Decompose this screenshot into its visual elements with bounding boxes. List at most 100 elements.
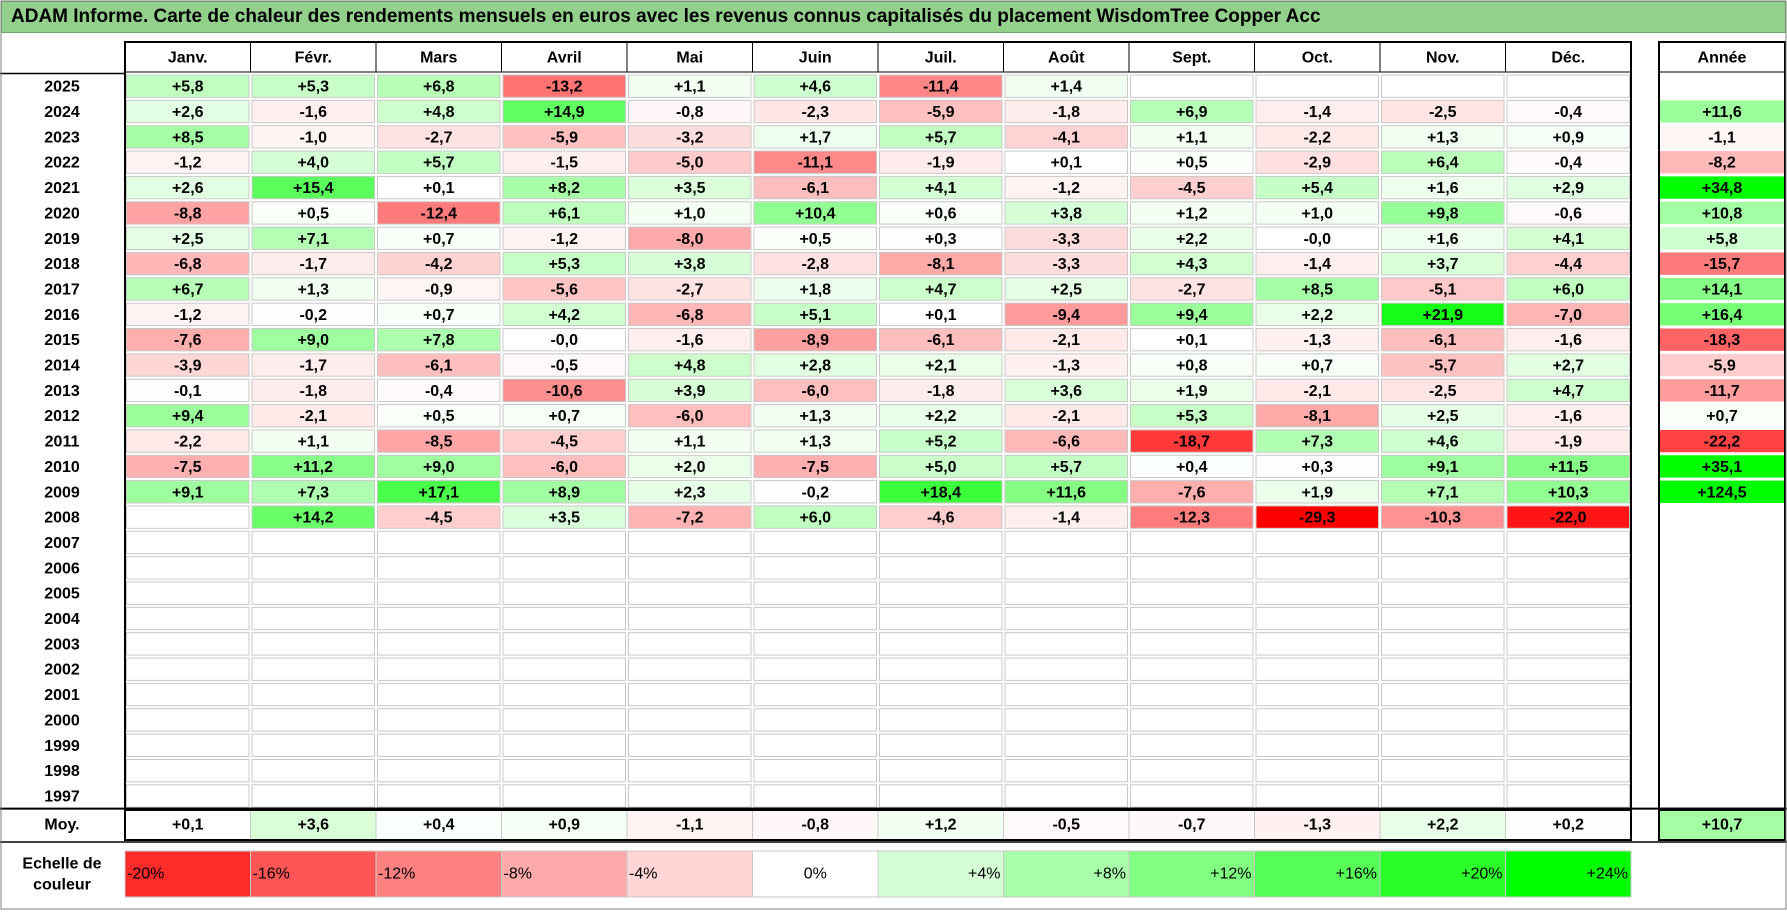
- heat-cell-value: -6,8: [174, 256, 202, 273]
- heat-cell: [502, 530, 626, 555]
- heat-cell-value: +8,5: [1301, 281, 1333, 298]
- heat-cell: [1004, 404, 1128, 428]
- heat-cell: [753, 175, 877, 200]
- heat-cell: [879, 99, 1003, 124]
- heat-cell: [879, 302, 1003, 326]
- heat-cell-value: -0,0: [550, 332, 578, 349]
- heat-cell: [377, 353, 501, 377]
- heat-cell: [502, 505, 626, 529]
- heat-cell: [1130, 429, 1254, 453]
- heat-cell: [126, 302, 250, 326]
- heat-cell: [628, 302, 752, 326]
- row-year-label: 2003: [44, 636, 80, 653]
- annual-cell: [1660, 176, 1784, 199]
- heat-cell-value: +9,0: [423, 459, 455, 476]
- heat-cell: [1381, 758, 1505, 783]
- heat-cell-value: -1,9: [927, 155, 955, 172]
- annual-cell: [1660, 607, 1784, 630]
- heat-cell: [1506, 784, 1630, 808]
- heat-cell-value: +1,1: [674, 79, 706, 96]
- heat-cell: [377, 150, 501, 174]
- row-year-label: 2013: [44, 383, 80, 400]
- row-year-label: 2025: [44, 79, 80, 96]
- average-cell-value: -1,1: [676, 817, 704, 834]
- heat-cell-value: -4,5: [1178, 180, 1206, 197]
- heat-cell: [1130, 378, 1254, 403]
- heat-cell-value: +9,1: [172, 484, 204, 501]
- annual-cell: [1660, 303, 1784, 326]
- heat-cell-value: +14,2: [293, 510, 334, 527]
- row-year-label: 2023: [44, 129, 80, 146]
- heat-cell: [1255, 201, 1379, 225]
- heat-cell-value: +0,7: [548, 408, 580, 425]
- annual-cell: [1660, 227, 1784, 250]
- heat-cell-value: +7,1: [1427, 484, 1459, 501]
- heat-cell: [1506, 606, 1630, 631]
- heat-cell-value: -13,2: [546, 79, 583, 96]
- heat-cell: [879, 657, 1003, 681]
- heat-cell-value: -4,5: [550, 434, 578, 451]
- heat-cell: [753, 505, 877, 529]
- row-year-label: 2004: [44, 611, 80, 628]
- heat-cell: [1381, 302, 1505, 326]
- heat-cell: [628, 657, 752, 681]
- annual-cell: [1660, 151, 1784, 174]
- heat-cell: [1004, 226, 1128, 250]
- heat-cell: [879, 581, 1003, 605]
- row-year-label: 2017: [44, 281, 80, 298]
- heat-cell: [879, 505, 1003, 529]
- heat-cell: [502, 708, 626, 732]
- heat-cell-value: +0,7: [423, 307, 455, 324]
- heat-cell: [1381, 606, 1505, 631]
- annual-cell: [1660, 379, 1784, 402]
- heat-cell: [1130, 632, 1254, 656]
- heat-cell: [879, 201, 1003, 225]
- heat-cell-value: +1,2: [1176, 205, 1208, 222]
- heat-cell: [1381, 581, 1505, 605]
- row-year-label: 2002: [44, 662, 80, 679]
- heat-cell: [1255, 480, 1379, 504]
- heat-cell: [126, 530, 250, 555]
- row-year-label: 2016: [44, 307, 80, 324]
- heat-cell: [1004, 150, 1128, 174]
- annual-cell-value: +11,6: [1702, 104, 1742, 121]
- heat-cell: [251, 277, 375, 301]
- heat-cell-value: +5,4: [1301, 180, 1333, 197]
- scale-stop-label: +12%: [1210, 866, 1251, 883]
- heat-cell: [377, 175, 501, 200]
- heat-cell: [251, 99, 375, 124]
- annual-cell: [1660, 328, 1784, 351]
- heat-cell-value: +6,4: [1427, 155, 1459, 172]
- heat-cell: [1130, 480, 1254, 504]
- heat-cell: [1506, 125, 1630, 149]
- heat-cell-value: -2,9: [1303, 155, 1331, 172]
- heat-cell-value: -0,4: [425, 383, 453, 400]
- heat-cell: [126, 99, 250, 124]
- heat-cell: [628, 733, 752, 757]
- heat-cell: [502, 480, 626, 504]
- heat-cell: [628, 378, 752, 403]
- heat-cell-value: +8,2: [548, 180, 580, 197]
- heat-cell: [1506, 429, 1630, 453]
- heat-cell: [753, 454, 877, 479]
- annual-cell-value: +16,4: [1702, 307, 1743, 324]
- heat-cell-value: -2,5: [1429, 383, 1457, 400]
- heat-cell: [1255, 556, 1379, 580]
- heat-cell-value: +5,3: [297, 79, 329, 96]
- heat-cell-value: -8,5: [425, 434, 453, 451]
- average-cell-value: +2,2: [1427, 817, 1459, 834]
- heat-cell-value: -7,2: [676, 510, 704, 527]
- heat-cell: [1130, 556, 1254, 580]
- month-header-cell: [1379, 41, 1506, 73]
- heat-cell-value: +0,5: [799, 231, 831, 248]
- heat-cell-value: -1,8: [927, 383, 955, 400]
- heat-cell-value: +7,8: [423, 332, 455, 349]
- heat-cell: [1255, 454, 1379, 479]
- heat-cell: [251, 226, 375, 250]
- heat-cell: [502, 404, 626, 428]
- heat-cell: [1255, 404, 1379, 428]
- heat-cell: [753, 758, 877, 783]
- annual-cell: [1660, 582, 1784, 605]
- heat-cell: [1004, 302, 1128, 326]
- annual-cell: [1660, 658, 1784, 681]
